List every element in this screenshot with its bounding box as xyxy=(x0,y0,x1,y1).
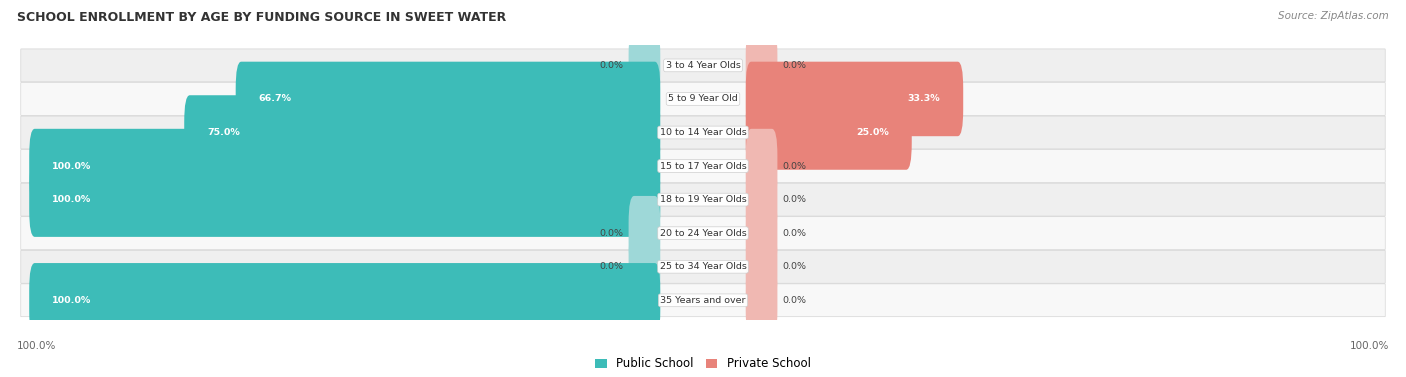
Text: 100.0%: 100.0% xyxy=(52,296,91,305)
Text: 100.0%: 100.0% xyxy=(17,340,56,351)
Text: 33.3%: 33.3% xyxy=(908,95,941,103)
FancyBboxPatch shape xyxy=(30,129,661,203)
FancyBboxPatch shape xyxy=(21,284,1385,317)
Text: Source: ZipAtlas.com: Source: ZipAtlas.com xyxy=(1278,11,1389,21)
Text: SCHOOL ENROLLMENT BY AGE BY FUNDING SOURCE IN SWEET WATER: SCHOOL ENROLLMENT BY AGE BY FUNDING SOUR… xyxy=(17,11,506,24)
FancyBboxPatch shape xyxy=(628,196,661,270)
Text: 100.0%: 100.0% xyxy=(52,195,91,204)
Legend: Public School, Private School: Public School, Private School xyxy=(591,352,815,375)
FancyBboxPatch shape xyxy=(184,95,661,170)
FancyBboxPatch shape xyxy=(30,263,661,337)
Text: 10 to 14 Year Olds: 10 to 14 Year Olds xyxy=(659,128,747,137)
FancyBboxPatch shape xyxy=(236,62,661,136)
Text: 0.0%: 0.0% xyxy=(782,162,806,170)
FancyBboxPatch shape xyxy=(21,150,1385,182)
Text: 100.0%: 100.0% xyxy=(1350,340,1389,351)
Text: 35 Years and over: 35 Years and over xyxy=(661,296,745,305)
Text: 0.0%: 0.0% xyxy=(600,262,624,271)
Text: 15 to 17 Year Olds: 15 to 17 Year Olds xyxy=(659,162,747,170)
Text: 0.0%: 0.0% xyxy=(782,195,806,204)
Text: 20 to 24 Year Olds: 20 to 24 Year Olds xyxy=(659,229,747,238)
Text: 0.0%: 0.0% xyxy=(600,229,624,238)
FancyBboxPatch shape xyxy=(745,230,778,304)
FancyBboxPatch shape xyxy=(745,196,778,270)
FancyBboxPatch shape xyxy=(21,217,1385,250)
FancyBboxPatch shape xyxy=(745,162,778,237)
Text: 0.0%: 0.0% xyxy=(782,61,806,70)
Text: 100.0%: 100.0% xyxy=(52,162,91,170)
FancyBboxPatch shape xyxy=(21,183,1385,216)
Text: 75.0%: 75.0% xyxy=(207,128,239,137)
Text: 0.0%: 0.0% xyxy=(600,61,624,70)
Text: 25 to 34 Year Olds: 25 to 34 Year Olds xyxy=(659,262,747,271)
FancyBboxPatch shape xyxy=(628,230,661,304)
FancyBboxPatch shape xyxy=(745,62,963,136)
Text: 18 to 19 Year Olds: 18 to 19 Year Olds xyxy=(659,195,747,204)
FancyBboxPatch shape xyxy=(21,49,1385,82)
Text: 25.0%: 25.0% xyxy=(856,128,889,137)
FancyBboxPatch shape xyxy=(628,28,661,103)
FancyBboxPatch shape xyxy=(30,162,661,237)
FancyBboxPatch shape xyxy=(21,116,1385,149)
Text: 0.0%: 0.0% xyxy=(782,262,806,271)
FancyBboxPatch shape xyxy=(745,129,778,203)
FancyBboxPatch shape xyxy=(745,95,911,170)
FancyBboxPatch shape xyxy=(21,250,1385,283)
FancyBboxPatch shape xyxy=(21,83,1385,115)
FancyBboxPatch shape xyxy=(745,263,778,337)
Text: 0.0%: 0.0% xyxy=(782,296,806,305)
Text: 0.0%: 0.0% xyxy=(782,229,806,238)
FancyBboxPatch shape xyxy=(745,28,778,103)
Text: 66.7%: 66.7% xyxy=(259,95,291,103)
Text: 5 to 9 Year Old: 5 to 9 Year Old xyxy=(668,95,738,103)
Text: 3 to 4 Year Olds: 3 to 4 Year Olds xyxy=(665,61,741,70)
